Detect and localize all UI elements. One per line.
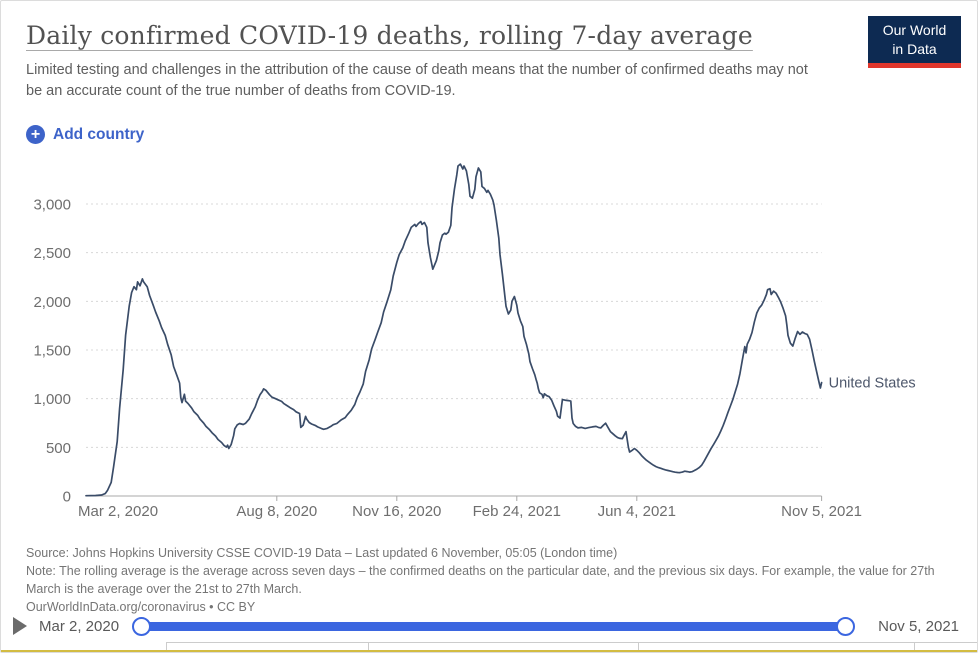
play-icon[interactable]: [13, 617, 27, 635]
add-country-label: Add country: [53, 125, 145, 143]
y-tick-label: 3,000: [33, 197, 71, 214]
timeline-control: Mar 2, 2020 Nov 5, 2021: [1, 607, 977, 645]
timeline-track[interactable]: [135, 621, 853, 631]
x-tick-label: Jun 4, 2021: [598, 503, 676, 520]
timeline-end-label: Nov 5, 2021: [878, 617, 959, 635]
owid-logo-line2: in Data: [892, 40, 937, 57]
y-tick-label: 500: [46, 440, 71, 457]
table-divider: [368, 643, 369, 651]
x-tick-label: Feb 24, 2021: [473, 503, 561, 520]
note-line: Note: The rolling average is the average…: [26, 564, 935, 596]
owid-logo[interactable]: Our World in Data: [868, 16, 961, 68]
table-divider: [638, 643, 639, 651]
x-tick-label: Aug 8, 2020: [236, 503, 317, 520]
y-tick-label: 2,000: [33, 294, 71, 311]
bottom-accent-bar: [1, 650, 977, 652]
table-divider: [166, 643, 167, 651]
license-line: OurWorldInData.org/coronavirus • CC BY: [26, 600, 256, 614]
table-border-top: [166, 642, 977, 643]
chart-svg[interactable]: 0 500 1,000 1,500 2,000 2,500 3,000 Mar 2, 2020…: [1, 149, 978, 541]
timeline-slider[interactable]: [132, 616, 856, 636]
timeline-start-label: Mar 2, 2020: [39, 617, 120, 635]
page-title: Daily confirmed COVID-19 deaths, rolling…: [26, 21, 753, 50]
y-tick-label: 0: [63, 489, 71, 506]
plus-icon: +: [26, 125, 45, 145]
entity-label: United States: [829, 376, 916, 392]
line-chart[interactable]: 0 500 1,000 1,500 2,000 2,500 3,000 Mar 2, 2020…: [1, 149, 978, 541]
chart-footer: Source: Johns Hopkins University CSSE CO…: [26, 544, 959, 616]
x-tick-label: Nov 16, 2020: [352, 503, 441, 520]
data-table-cutoff: [1, 642, 977, 652]
series-line[interactable]: [85, 163, 823, 497]
y-tick-label: 1,000: [33, 391, 71, 408]
timeline-end-handle[interactable]: [836, 616, 856, 636]
chart-subtitle: Limited testing and challenges in the at…: [26, 62, 808, 99]
timeline-start-handle[interactable]: [132, 616, 152, 636]
source-line: Source: Johns Hopkins University CSSE CO…: [26, 546, 618, 560]
add-country-button[interactable]: + Add country: [26, 125, 145, 145]
owid-logo-line1: Our World: [882, 22, 947, 38]
table-divider: [914, 643, 915, 651]
y-tick-label: 2,500: [33, 245, 71, 262]
x-tick-label: Mar 2, 2020: [78, 503, 158, 520]
y-tick-label: 1,500: [33, 343, 71, 360]
x-tick-label: Nov 5, 2021: [781, 503, 862, 520]
